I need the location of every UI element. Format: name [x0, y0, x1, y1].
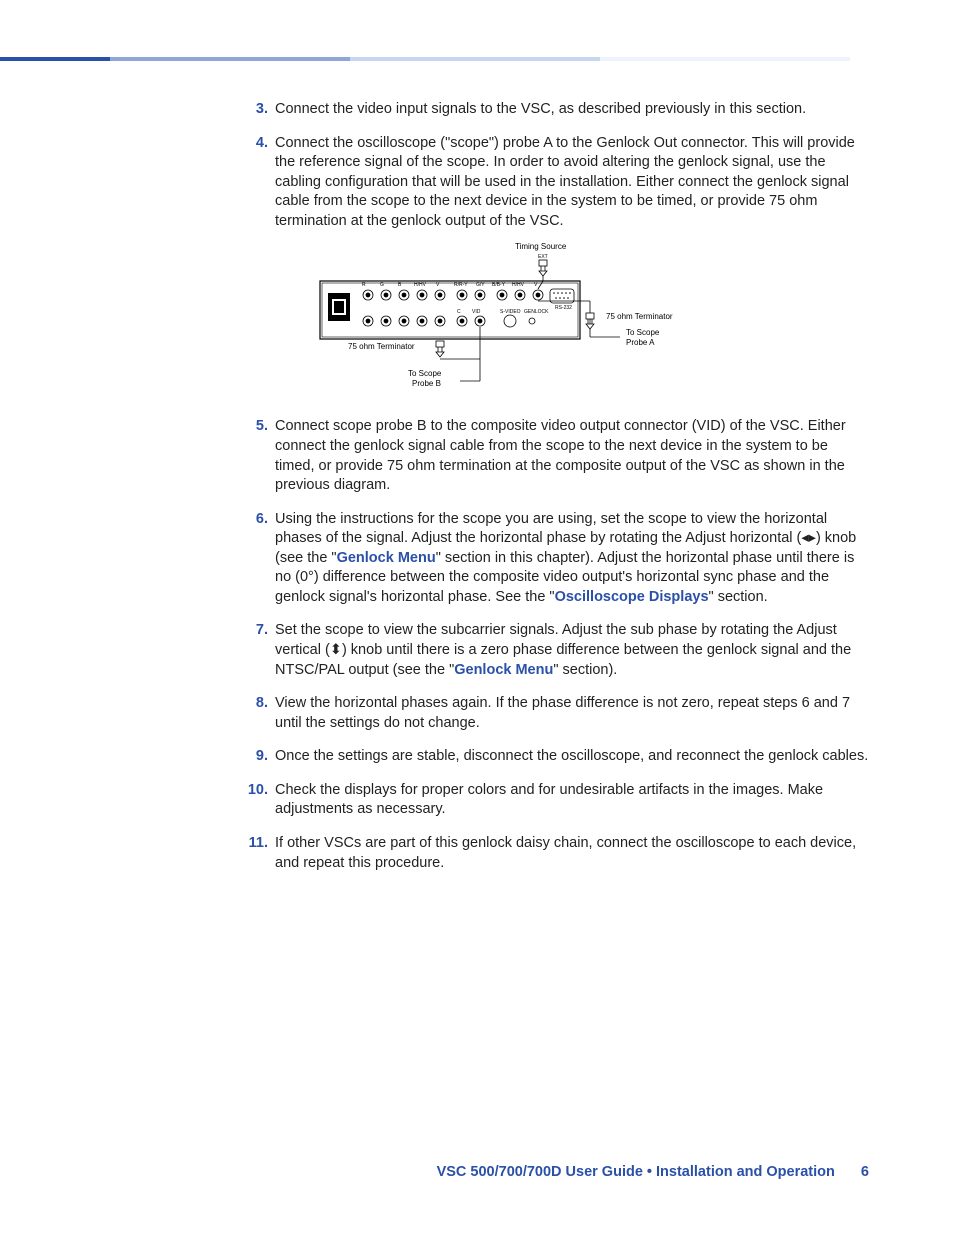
step-number: 7. [240, 621, 268, 641]
label-probe-a-1: To Scope [626, 328, 660, 337]
label-svideo: S-VIDEO [500, 309, 521, 315]
link-genlock-menu[interactable]: Genlock Menu [337, 550, 436, 566]
step-text: Once the settings are stable, disconnect… [275, 748, 868, 764]
step-9: 9. Once the settings are stable, disconn… [240, 747, 869, 767]
svg-text:G/Y: G/Y [476, 282, 485, 288]
label-probe-b-2: Probe B [412, 379, 441, 388]
label-probe-a-2: Probe A [626, 338, 655, 347]
svg-text:C: C [457, 309, 461, 315]
step-10: 10. Check the displays for proper colors… [240, 781, 869, 820]
svg-text:B/B-Y: B/B-Y [492, 282, 506, 288]
footer-page-number: 6 [861, 1164, 869, 1180]
label-probe-b-1: To Scope [408, 369, 442, 378]
step-4: 4. Connect the oscilloscope ("scope") pr… [240, 134, 869, 402]
svg-text:R: R [362, 282, 366, 288]
step-text: Connect the video input signals to the V… [275, 101, 806, 117]
vertical-arrows-icon: ⬍ [330, 642, 342, 658]
label-vid: VID [472, 309, 481, 315]
label-terminator-b: 75 ohm Terminator [348, 342, 415, 351]
instruction-list: 3. Connect the video input signals to th… [240, 100, 869, 873]
step-number: 3. [240, 100, 268, 120]
step-number: 5. [240, 417, 268, 437]
step-text: Check the displays for proper colors and… [275, 782, 823, 818]
link-genlock-menu[interactable]: Genlock Menu [454, 662, 553, 678]
step-number: 4. [240, 134, 268, 154]
step-text: Connect scope probe B to the composite v… [275, 418, 846, 493]
page: 3. Connect the video input signals to th… [0, 0, 954, 1235]
step-text: View the horizontal phases again. If the… [275, 695, 850, 731]
label-terminator-a: 75 ohm Terminator [606, 312, 673, 321]
step-3: 3. Connect the video input signals to th… [240, 100, 869, 120]
label-ext: EXT [538, 254, 548, 260]
label-genlock: GENLOCK [524, 309, 549, 315]
step-number: 10. [240, 781, 268, 801]
diagram-svg: RGB H/HVV R/R-YG/Y B/B-YH/HVV CVID S-VID… [310, 241, 730, 401]
footer-title: VSC 500/700/700D User Guide • Installati… [437, 1164, 835, 1180]
svg-text:H/HV: H/HV [512, 282, 525, 288]
svg-text:R/R-Y: R/R-Y [454, 282, 468, 288]
step-text: Connect the oscilloscope ("scope") probe… [275, 135, 855, 229]
step-number: 6. [240, 510, 268, 530]
horizontal-arrows-icon: ◂▸ [801, 530, 816, 546]
step-6: 6. Using the instructions for the scope … [240, 510, 869, 608]
svg-text:G: G [380, 282, 384, 288]
step-5: 5. Connect scope probe B to the composit… [240, 417, 869, 495]
wiring-diagram: RGB H/HVV R/R-YG/Y B/B-YH/HVV CVID S-VID… [310, 241, 869, 401]
step-text: If other VSCs are part of this genlock d… [275, 835, 856, 871]
step-number: 11. [240, 834, 268, 854]
step-11: 11. If other VSCs are part of this genlo… [240, 834, 869, 873]
step-number: 8. [240, 694, 268, 714]
step-8: 8. View the horizontal phases again. If … [240, 694, 869, 733]
label-timing-source: Timing Source [515, 242, 567, 251]
step-number: 9. [240, 747, 268, 767]
page-footer: VSC 500/700/700D User Guide • Installati… [437, 1164, 869, 1180]
step-7: 7. Set the scope to view the subcarrier … [240, 621, 869, 680]
label-rs232: RS-232 [555, 305, 572, 311]
step-text: Set the scope to view the subcarrier sig… [275, 622, 851, 677]
svg-text:H/HV: H/HV [414, 282, 427, 288]
link-oscilloscope-displays[interactable]: Oscilloscope Displays [555, 589, 709, 605]
step-text: Using the instructions for the scope you… [275, 511, 856, 605]
body-content: 3. Connect the video input signals to th… [240, 100, 869, 887]
header-accent-bar [0, 57, 954, 61]
